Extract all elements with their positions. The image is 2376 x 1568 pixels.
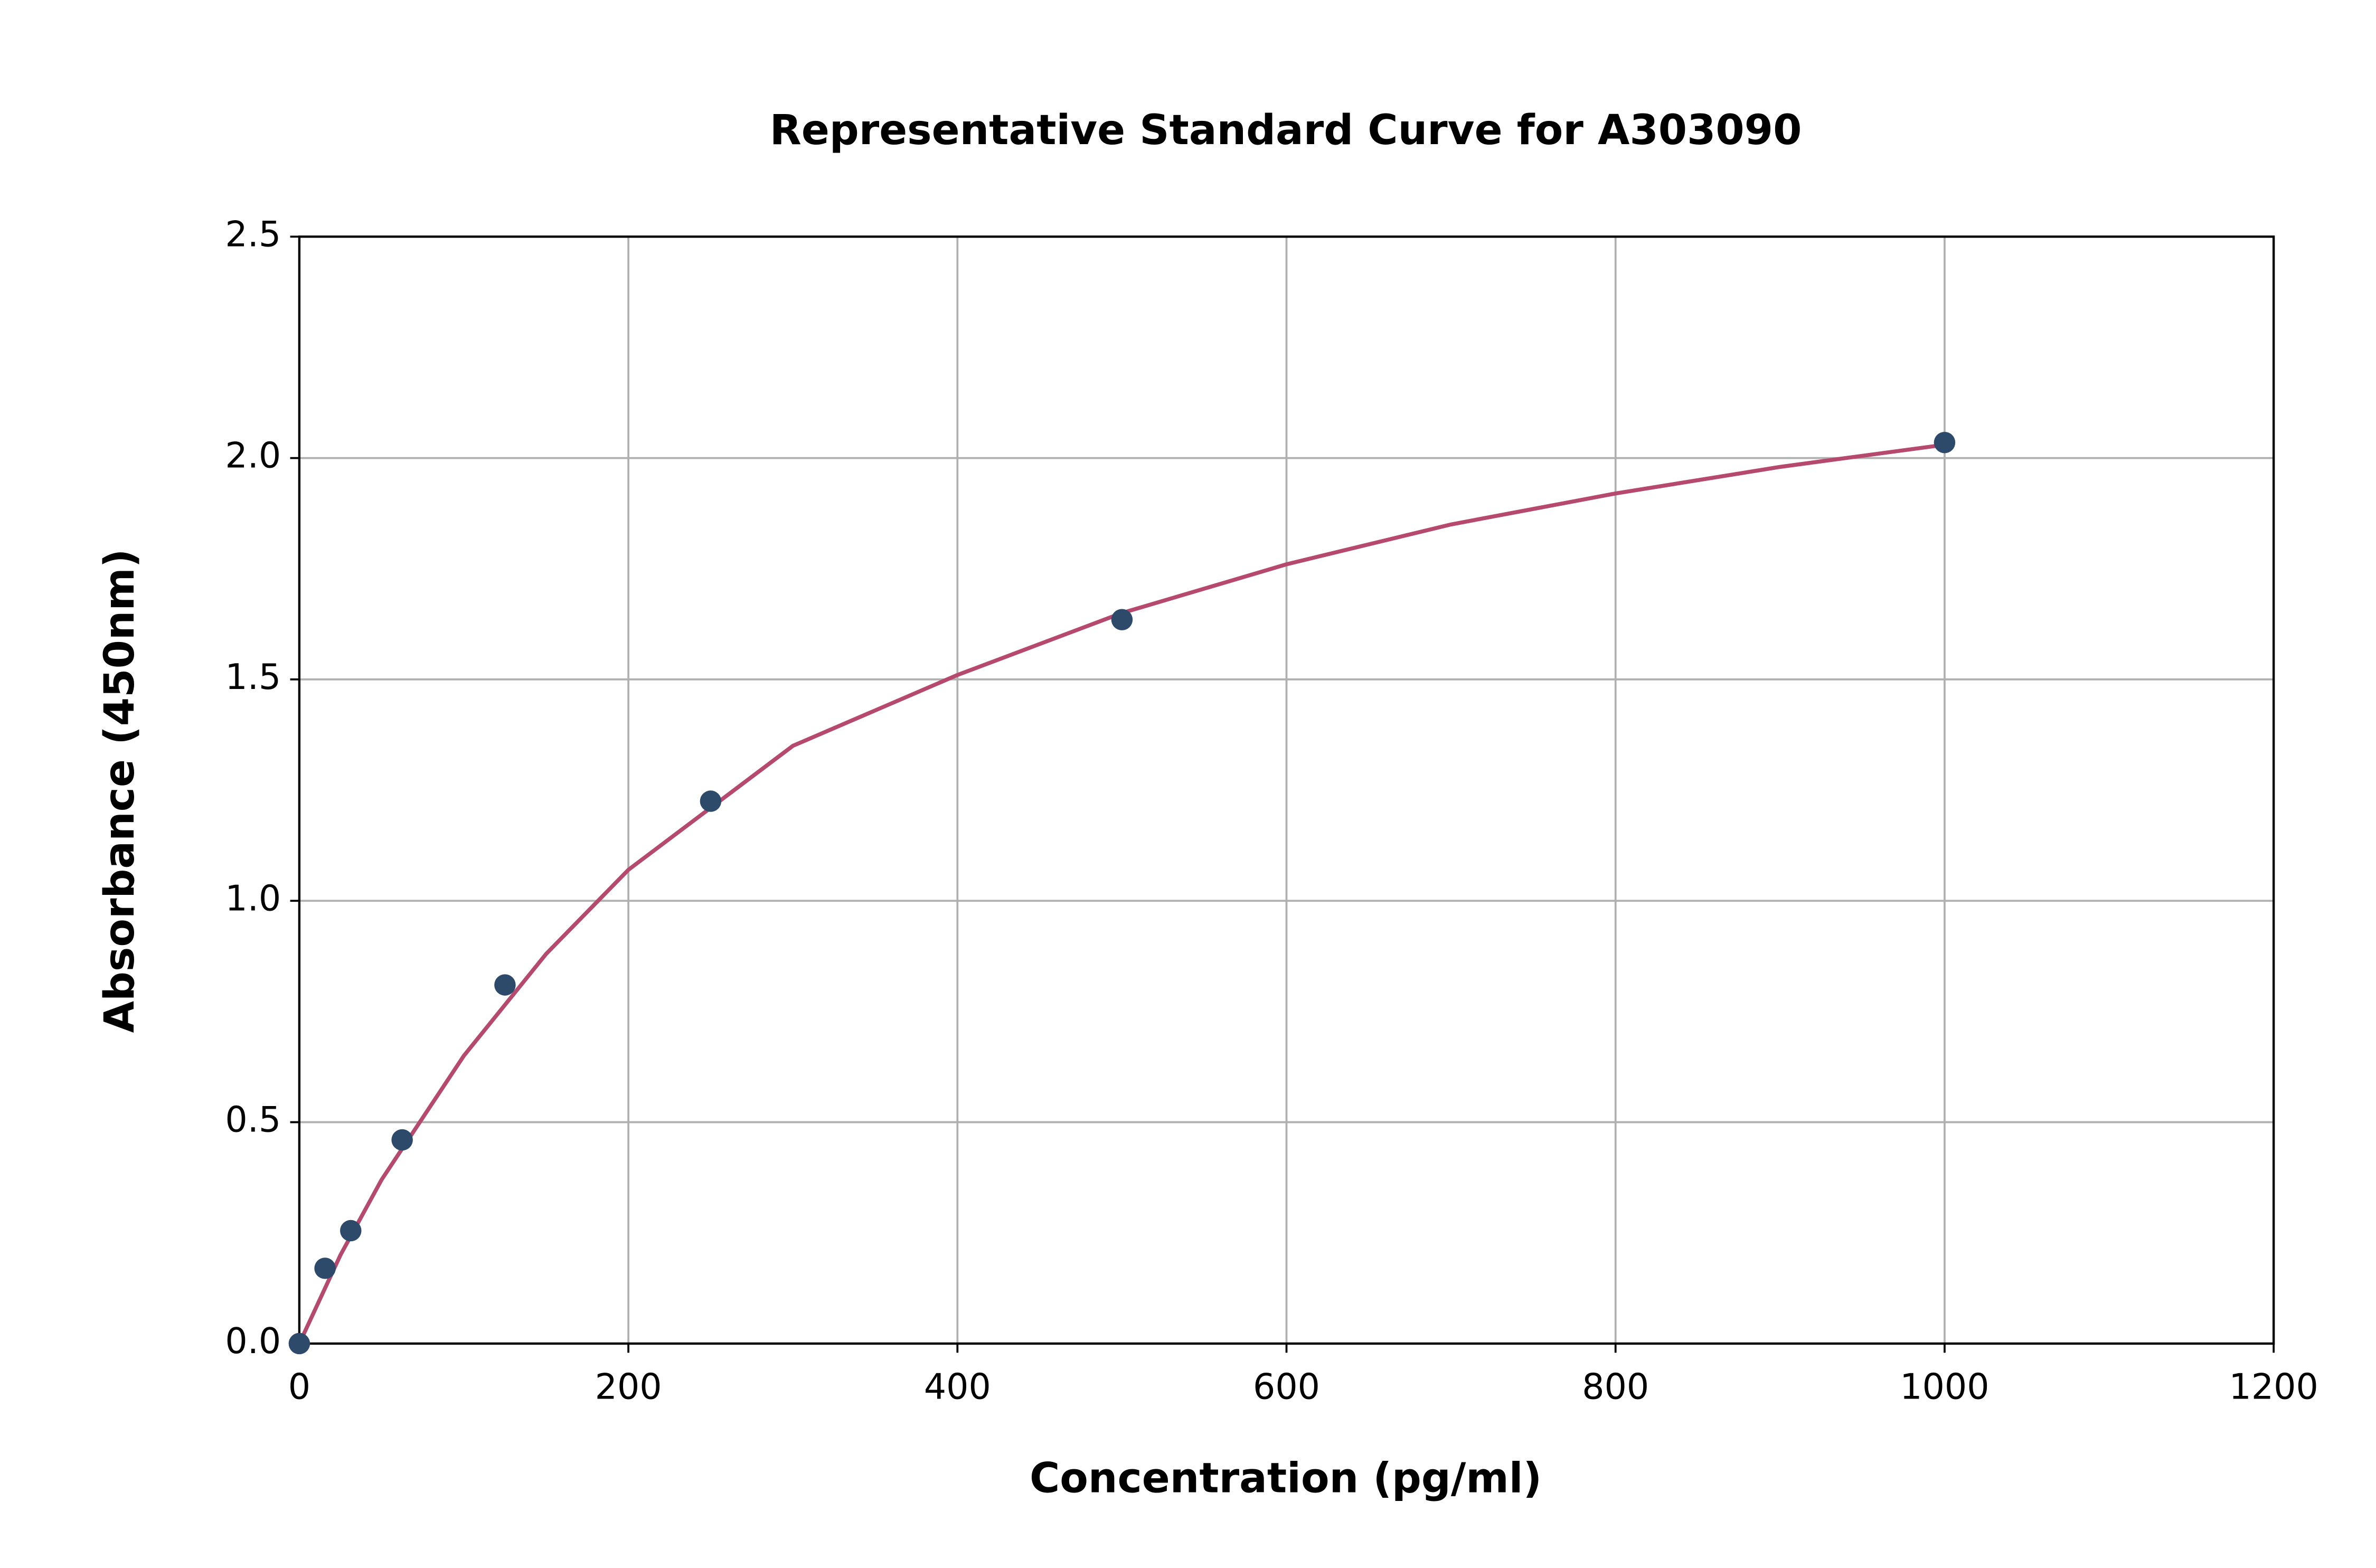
y-tick-label: 0.5 bbox=[225, 1099, 281, 1140]
x-tick-label: 200 bbox=[595, 1366, 662, 1408]
data-point bbox=[288, 1333, 310, 1355]
x-tick-label: 800 bbox=[1582, 1366, 1649, 1408]
x-tick-label: 1200 bbox=[2229, 1366, 2318, 1408]
y-tick-label: 2.5 bbox=[225, 213, 281, 254]
data-point bbox=[340, 1220, 362, 1242]
y-axis-label: Absorbance (450nm) bbox=[96, 549, 144, 1033]
x-tick-label: 1000 bbox=[1900, 1366, 1989, 1408]
data-point bbox=[391, 1129, 413, 1151]
data-point bbox=[314, 1258, 336, 1279]
y-tick-label: 1.0 bbox=[225, 877, 281, 919]
y-tick-label: 2.0 bbox=[225, 435, 281, 476]
chart-title: Representative Standard Curve for A30309… bbox=[770, 107, 1802, 154]
data-point bbox=[1111, 609, 1133, 630]
fit-curve bbox=[297, 442, 1945, 1345]
data-point bbox=[494, 974, 516, 996]
x-tick-label: 0 bbox=[288, 1366, 310, 1408]
data-point bbox=[700, 790, 722, 812]
x-tick-label: 600 bbox=[1253, 1366, 1320, 1408]
y-tick-label: 0.0 bbox=[225, 1320, 281, 1362]
data-point bbox=[1934, 431, 1956, 454]
plot-frame bbox=[298, 235, 2275, 1345]
x-tick-label: 400 bbox=[924, 1366, 991, 1408]
x-axis-label: Concentration (pg/ml) bbox=[1030, 1455, 1542, 1503]
y-tick-label: 1.5 bbox=[225, 656, 281, 697]
